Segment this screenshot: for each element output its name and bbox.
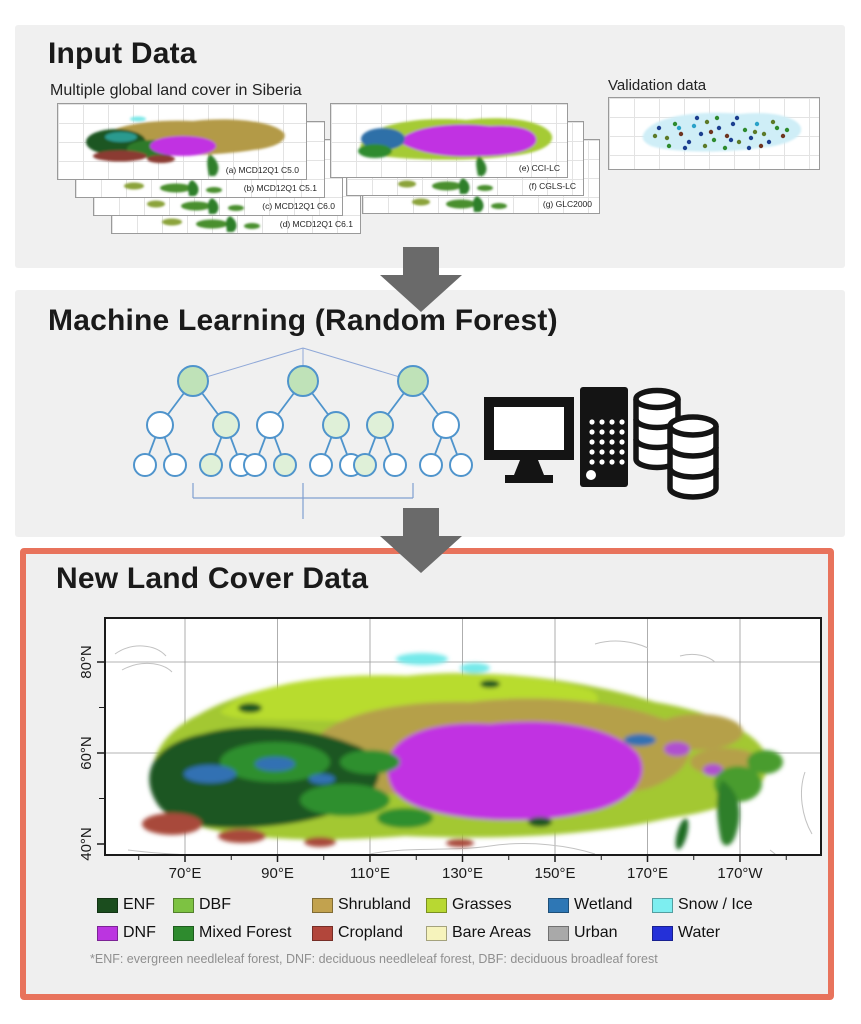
tower-vents xyxy=(586,419,625,480)
machine-learning-section: Machine Learning (Random Forest) xyxy=(15,290,845,537)
legend-item: Grasses xyxy=(426,896,548,913)
legend-swatch xyxy=(173,897,194,913)
map-coastlines xyxy=(114,640,813,855)
hardware-icons xyxy=(484,387,719,500)
output-title: New Land Cover Data xyxy=(56,562,369,595)
x-tick-label: 130°E xyxy=(442,865,483,882)
x-tick-label: 90°E xyxy=(261,865,294,882)
legend-swatch xyxy=(426,925,447,941)
map-panel-label: (g) GLC2000 xyxy=(542,199,592,209)
validation-map-panel xyxy=(608,97,820,170)
legend-item: Mixed Forest xyxy=(173,924,312,941)
legend-swatch xyxy=(97,897,118,913)
random-forest-diagram xyxy=(133,347,473,519)
legend-item: Cropland xyxy=(312,924,426,941)
map-panel-a: (a) MCD12Q1 C5.0 xyxy=(57,103,307,180)
landcover-blobs xyxy=(142,653,783,850)
x-tick-label: 110°E xyxy=(350,865,390,882)
x-tick-label: 150°E xyxy=(534,865,575,882)
map-panel-e: (e) CCI-LC xyxy=(330,103,568,178)
tree-nodes xyxy=(133,365,473,477)
legend-swatch xyxy=(652,897,673,913)
aggregation-bracket xyxy=(192,483,414,519)
tree-edges xyxy=(144,380,462,466)
y-tick-label: 40°N xyxy=(78,827,95,861)
legend-footnote: *ENF: evergreen needleleaf forest, DNF: … xyxy=(90,952,658,966)
x-tick-label: 170°W xyxy=(717,865,763,882)
legend-label: Grasses xyxy=(452,896,512,913)
y-tick-label: 80°N xyxy=(78,645,95,679)
x-tick-label: 70°E xyxy=(169,865,202,882)
legend-label: Shrubland xyxy=(338,896,411,913)
legend-label: DNF xyxy=(123,924,156,941)
map-panel-label: (f) CGLS-LC xyxy=(528,181,576,191)
map-art xyxy=(147,198,244,214)
y-tick-label: 60°N xyxy=(78,736,95,770)
map-panel-label: (c) MCD12Q1 C6.0 xyxy=(262,201,335,211)
legend-label: DBF xyxy=(199,896,231,913)
legend-item: Water xyxy=(652,924,753,941)
legend-swatch xyxy=(312,925,333,941)
map-art xyxy=(124,180,222,196)
legend-item: ENF xyxy=(97,896,173,913)
legend-label: Snow / Ice xyxy=(678,896,753,913)
map-panel-label: (d) MCD12Q1 C6.1 xyxy=(279,219,353,229)
legend-swatch xyxy=(652,925,673,941)
legend-label: Bare Areas xyxy=(452,924,532,941)
legend-label: ENF xyxy=(123,896,155,913)
legend-swatch xyxy=(548,897,569,913)
axis-ticks xyxy=(97,661,787,862)
legend-item: Bare Areas xyxy=(426,924,548,941)
legend-label: Urban xyxy=(574,924,618,941)
landcover-map: 70°E 90°E 110°E 130°E 150°E 170°E 170°W … xyxy=(78,617,822,882)
x-tick-label: 170°E xyxy=(627,865,668,882)
x-axis-labels: 70°E 90°E 110°E 130°E 150°E 170°E 170°W xyxy=(169,865,764,882)
input-data-section: Input Data Multiple global land cover in… xyxy=(15,25,845,268)
map-legend: ENF DBF Shrubland Grasses Wetland Snow /… xyxy=(97,896,753,941)
down-arrow-icon xyxy=(380,247,462,312)
map-art xyxy=(162,216,260,232)
map-art xyxy=(398,178,493,194)
map-art xyxy=(412,196,507,212)
legend-item: DNF xyxy=(97,924,173,941)
input-title: Input Data xyxy=(48,37,197,70)
legend-item: Shrubland xyxy=(312,896,426,913)
validation-label: Validation data xyxy=(608,77,707,94)
down-arrow-icon xyxy=(380,508,462,573)
database-icon xyxy=(633,387,719,500)
ml-title: Machine Learning (Random Forest) xyxy=(48,304,558,337)
legend-label: Wetland xyxy=(574,896,633,913)
legend-label: Water xyxy=(678,924,721,941)
input-subtitle: Multiple global land cover in Siberia xyxy=(50,82,302,99)
validation-points xyxy=(652,115,790,151)
map-panel-label: (e) CCI-LC xyxy=(518,163,560,173)
legend-item: DBF xyxy=(173,896,312,913)
legend-label: Cropland xyxy=(338,924,403,941)
y-axis-labels: 80°N 60°N 40°N xyxy=(78,645,95,861)
legend-swatch xyxy=(548,925,569,941)
map-panel-label: (a) MCD12Q1 C5.0 xyxy=(225,165,299,175)
legend-item: Snow / Ice xyxy=(652,896,753,913)
map-art xyxy=(358,118,553,176)
legend-swatch xyxy=(97,925,118,941)
legend-item: Wetland xyxy=(548,896,652,913)
output-section: New Land Cover Data xyxy=(20,548,834,1000)
legend-swatch xyxy=(426,897,447,913)
legend-swatch xyxy=(173,925,194,941)
map-art xyxy=(86,116,285,176)
validation-map-art xyxy=(642,112,802,152)
legend-item: Urban xyxy=(548,924,652,941)
map-panel-label: (b) MCD12Q1 C5.1 xyxy=(243,183,317,193)
legend-swatch xyxy=(312,897,333,913)
computer-icon xyxy=(484,387,628,487)
legend-label: Mixed Forest xyxy=(199,924,292,941)
